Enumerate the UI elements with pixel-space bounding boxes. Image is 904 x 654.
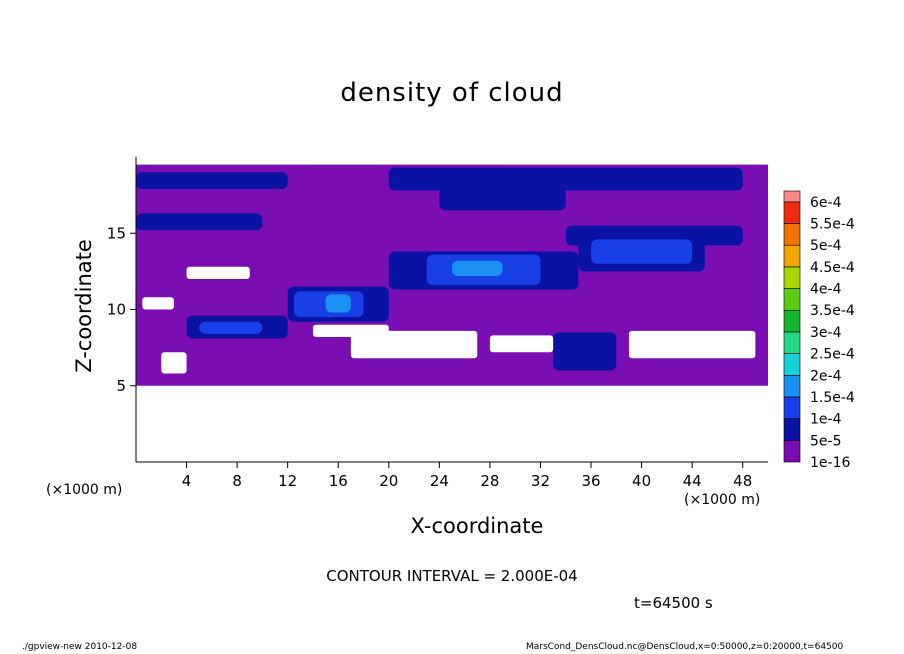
time-label: t=64500 s <box>634 594 713 612</box>
x-tick-label-3: 16 <box>329 472 348 490</box>
colorbar-label-1: 5e-5 <box>810 433 841 449</box>
colorbar-label-10: 5e-4 <box>810 238 842 254</box>
colorbar-swatch-3 <box>783 374 801 398</box>
x-tick-label-11: 48 <box>733 472 752 490</box>
x-tick-label-0: 4 <box>182 472 192 490</box>
colorbar-label-3: 1.5e-4 <box>810 390 855 406</box>
cloud-region-16 <box>452 260 503 276</box>
cloud-region-15 <box>325 294 351 313</box>
cloud-region-1 <box>136 172 288 190</box>
x-tick-label-5: 24 <box>430 472 449 490</box>
x-axis-label: X-coordinate <box>410 514 544 538</box>
undefined-patch-6 <box>489 335 554 353</box>
footer-program-label: ./gpview-new 2010-12-08 <box>22 642 138 652</box>
x-unit-label-left: (×1000 m) <box>46 482 123 498</box>
colorbar-label-12: 6e-4 <box>810 195 842 211</box>
colorbar-label-0: 1e-16 <box>810 455 850 471</box>
undefined-patch-0 <box>186 266 250 279</box>
cloud-region-4 <box>136 213 263 231</box>
x-tick-label-1: 8 <box>232 472 242 490</box>
colorbar-label-4: 2e-4 <box>810 368 842 384</box>
y-tick-label-2: 15 <box>107 224 126 242</box>
chart-title: density of cloud <box>340 78 564 108</box>
cloud-region-14 <box>591 239 693 264</box>
colorbar-label-5: 2.5e-4 <box>810 347 855 363</box>
colorbar-swatch-4 <box>783 353 801 376</box>
colorbar-label-6: 3e-4 <box>810 325 842 341</box>
contour-interval-label: CONTOUR INTERVAL = 2.000E-04 <box>326 567 578 585</box>
colorbar-swatch-8 <box>783 266 801 289</box>
x-tick-label-7: 32 <box>531 472 550 490</box>
x-tick-label-4: 20 <box>379 472 398 490</box>
x-unit-label-right: (×1000 m) <box>684 492 761 508</box>
colorbar-label-9: 4.5e-4 <box>810 260 855 276</box>
y-tick-label-1: 10 <box>107 301 126 319</box>
colorbar-swatch-10 <box>783 223 801 246</box>
cloud-region-3 <box>439 187 566 211</box>
colorbar-swatch-9 <box>783 244 801 268</box>
colorbar-swatch-11 <box>783 201 801 224</box>
x-tick-label-8: 36 <box>581 472 600 490</box>
colorbar-swatch-12 <box>783 190 801 203</box>
y-tick-label-0: 5 <box>116 377 126 395</box>
undefined-patch-3 <box>350 330 478 359</box>
undefined-patch-5 <box>628 330 756 359</box>
colorbar-swatch-0 <box>783 440 801 463</box>
x-tick-label-2: 12 <box>278 472 297 490</box>
colorbar-swatch-5 <box>783 331 801 354</box>
x-tick-label-10: 44 <box>683 472 702 490</box>
cloud-region-11 <box>199 321 263 334</box>
undefined-patch-1 <box>142 297 174 310</box>
x-tick-label-9: 40 <box>632 472 651 490</box>
footer-file-label: MarsCond_DensCloud.nc@DensCloud,x=0:5000… <box>526 642 844 652</box>
cloud-region-2 <box>388 167 743 191</box>
colorbar-label-8: 4e-4 <box>810 282 842 298</box>
undefined-patch-4 <box>161 352 187 374</box>
colorbar-swatch-2 <box>783 396 801 419</box>
colorbar-label-7: 3.5e-4 <box>810 303 855 319</box>
colorbar-swatch-7 <box>783 288 801 311</box>
colorbar-label-2: 1e-4 <box>810 412 842 428</box>
x-tick-label-6: 28 <box>480 472 499 490</box>
colorbar-swatch-6 <box>783 309 801 333</box>
colorbar-label-11: 5.5e-4 <box>810 217 855 233</box>
cloud-region-10 <box>553 332 617 371</box>
colorbar-swatch-1 <box>783 418 801 441</box>
